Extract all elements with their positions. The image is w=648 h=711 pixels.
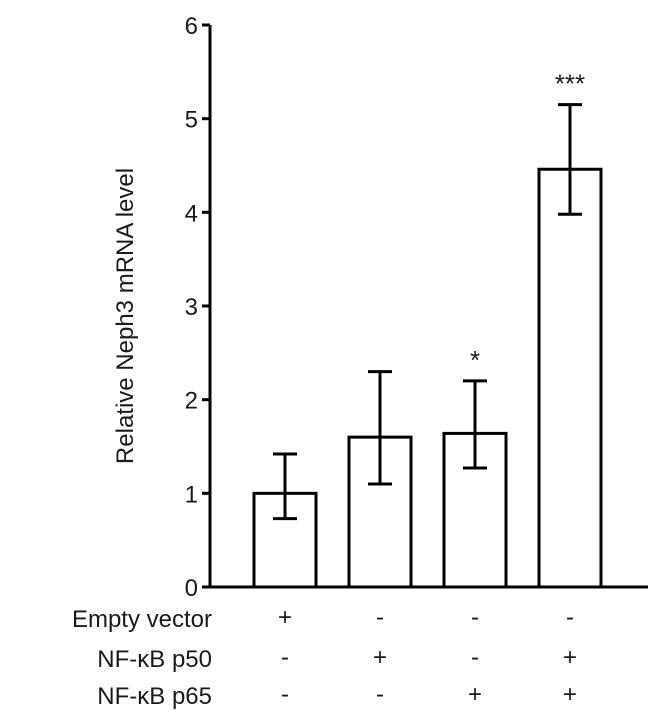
condition-table: Empty vector + - - - NF-κB p50 - + - + NF-κB p65 - -… — [72, 604, 577, 710]
condition-sign: - — [566, 604, 574, 631]
condition-label: Empty vector — [72, 606, 212, 633]
condition-label: NF-κB p50 — [97, 646, 212, 673]
condition-label: NF-κB p65 — [97, 683, 212, 710]
condition-sign: + — [563, 681, 577, 708]
y-axis-label: Relative Neph3 mRNA level — [112, 168, 139, 464]
bar — [537, 167, 603, 589]
y-tick-label: 6 — [185, 13, 198, 40]
condition-sign: - — [376, 604, 384, 631]
condition-sign: - — [471, 644, 479, 671]
y-tick-label: 2 — [185, 388, 198, 415]
condition-sign: + — [563, 644, 577, 671]
condition-sign: - — [376, 681, 384, 708]
significance-marker: * — [470, 345, 480, 375]
condition-sign: + — [278, 604, 292, 631]
y-tick-label: 4 — [185, 200, 198, 227]
error-bars-layer — [273, 103, 582, 521]
significance-layer: **** — [470, 69, 585, 375]
y-tick-label: 1 — [185, 481, 198, 508]
condition-sign: + — [468, 681, 482, 708]
condition-sign: - — [471, 604, 479, 631]
condition-sign: - — [281, 644, 289, 671]
significance-marker: *** — [555, 69, 585, 99]
y-tick-label: 0 — [185, 575, 198, 602]
condition-sign: + — [373, 644, 387, 671]
y-ticks-layer: 0 1 2 3 4 5 6 — [185, 13, 210, 602]
y-tick-label: 5 — [185, 107, 198, 134]
bars-layer — [252, 167, 603, 589]
y-tick-label: 3 — [185, 294, 198, 321]
condition-sign: - — [281, 681, 289, 708]
